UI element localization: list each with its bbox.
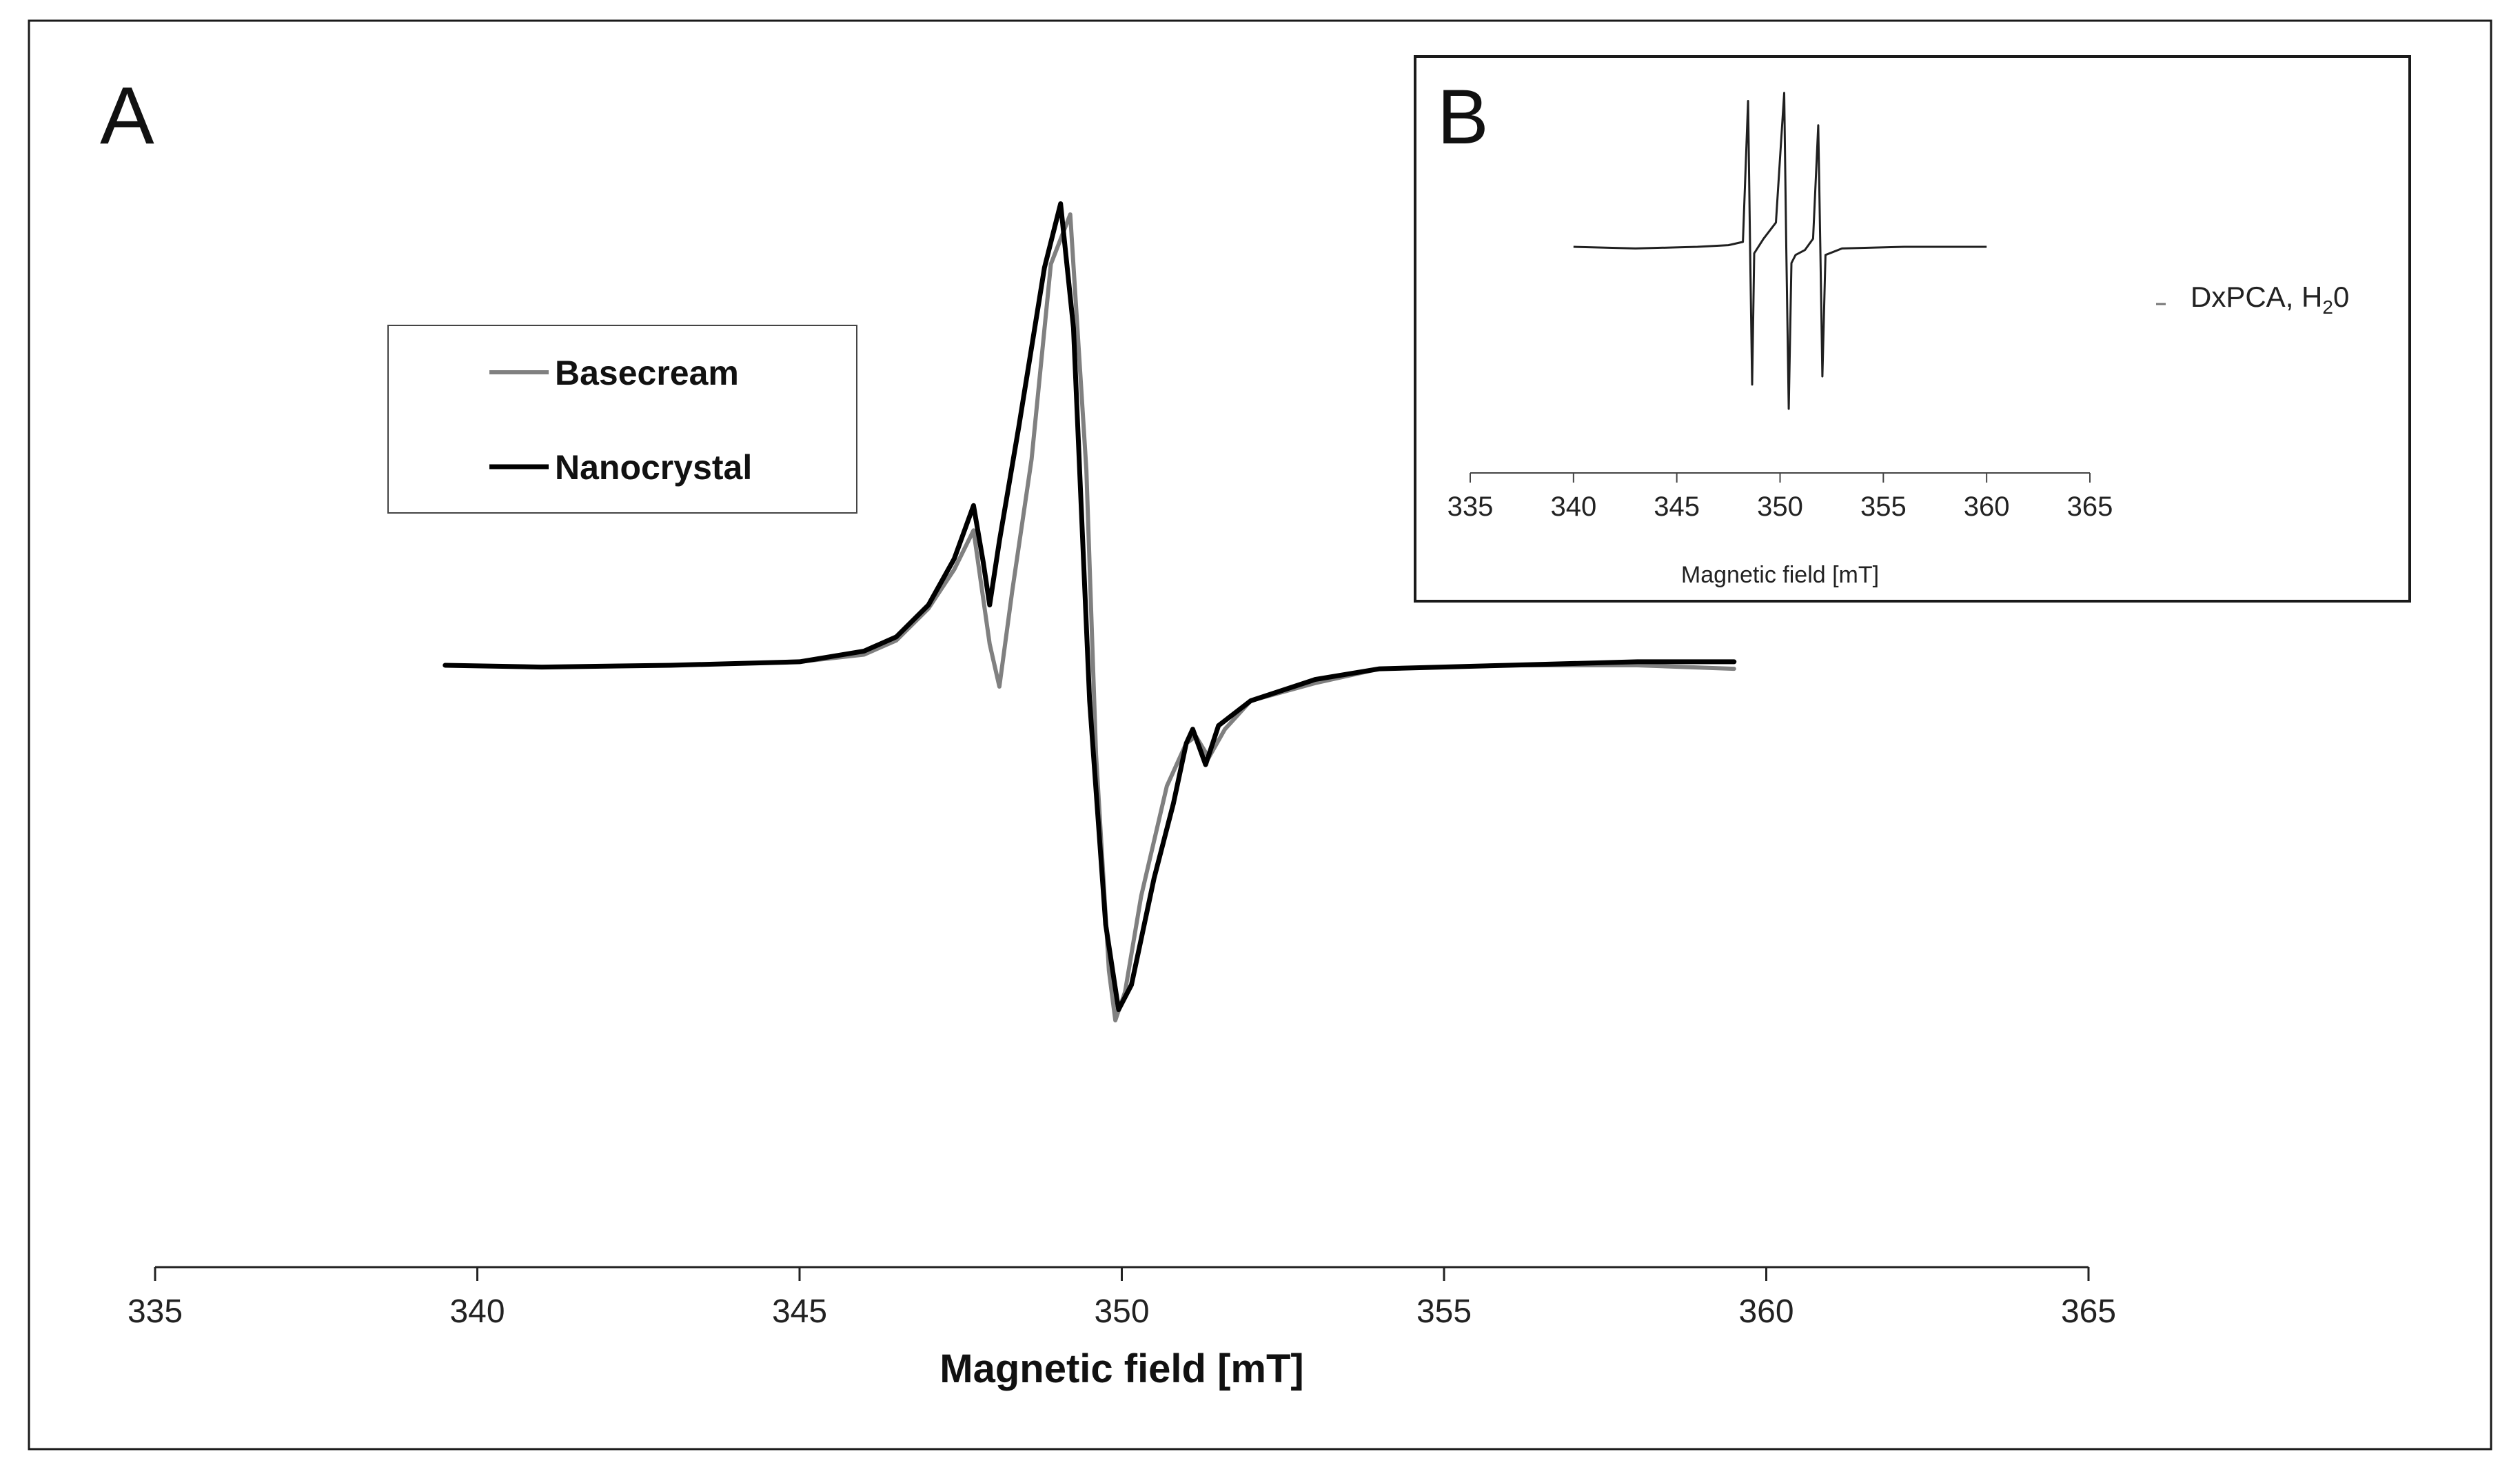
panel-a: A 335 340 345 350 355 360 365 Magnetic field [mT… [100, 70, 2116, 1391]
panel-a-legend-label-basecream: Basecream [555, 354, 739, 392]
panel-a-legend-box [387, 325, 857, 514]
panel-b-legend-label: DxPCA, H20 [2191, 281, 2349, 318]
panel-b-x-tick-label: 345 [1654, 492, 1700, 522]
panel-a-series-nanocrystal-line [443, 201, 1737, 1012]
panel-b-x-tick-label: 360 [1964, 492, 2010, 522]
panel-a-x-tick-label: 345 [772, 1293, 827, 1330]
panel-b-legend-label-suffix: 0 [2333, 281, 2349, 313]
panel-a-x-tick-label: 340 [449, 1293, 505, 1330]
panel-b-x-tick-label: 365 [2067, 492, 2113, 522]
panel-a-x-tick-label: 360 [1738, 1293, 1794, 1330]
panel-b-box [1414, 55, 2411, 603]
panel-b-x-axis-title: Magnetic field [mT] [1681, 562, 1879, 588]
panel-a-x-axis-title: Magnetic field [mT] [939, 1346, 1303, 1391]
panel-a-x-tick-label: 365 [2061, 1293, 2116, 1330]
panel-b-legend-label-main: DxPCA, H [2191, 281, 2322, 313]
panel-b-x-tick-label: 350 [1757, 492, 1803, 522]
panel-a-legend-label-nanocrystal: Nanocrystal [555, 448, 752, 487]
panel-b-x-tick-label: 340 [1550, 492, 1596, 522]
panel-a-x-tick-label: 335 [128, 1293, 183, 1330]
panel-b-x-tick-label: 355 [1860, 492, 1907, 522]
panel-b-label: B [1437, 74, 1489, 160]
panel-a-x-tick-label: 355 [1416, 1293, 1472, 1330]
panel-a-x-tick-label: 350 [1094, 1293, 1149, 1330]
panel-b: B 335 340 345 350 355 360 365 Magnetic field [mT… [1414, 55, 2411, 603]
panel-b-legend-label-subscript: 2 [2322, 296, 2333, 318]
panel-b-series-dxpca-line [1573, 92, 1987, 410]
panel-a-label: A [100, 70, 154, 161]
panel-b-x-tick-label: 335 [1447, 492, 1494, 522]
